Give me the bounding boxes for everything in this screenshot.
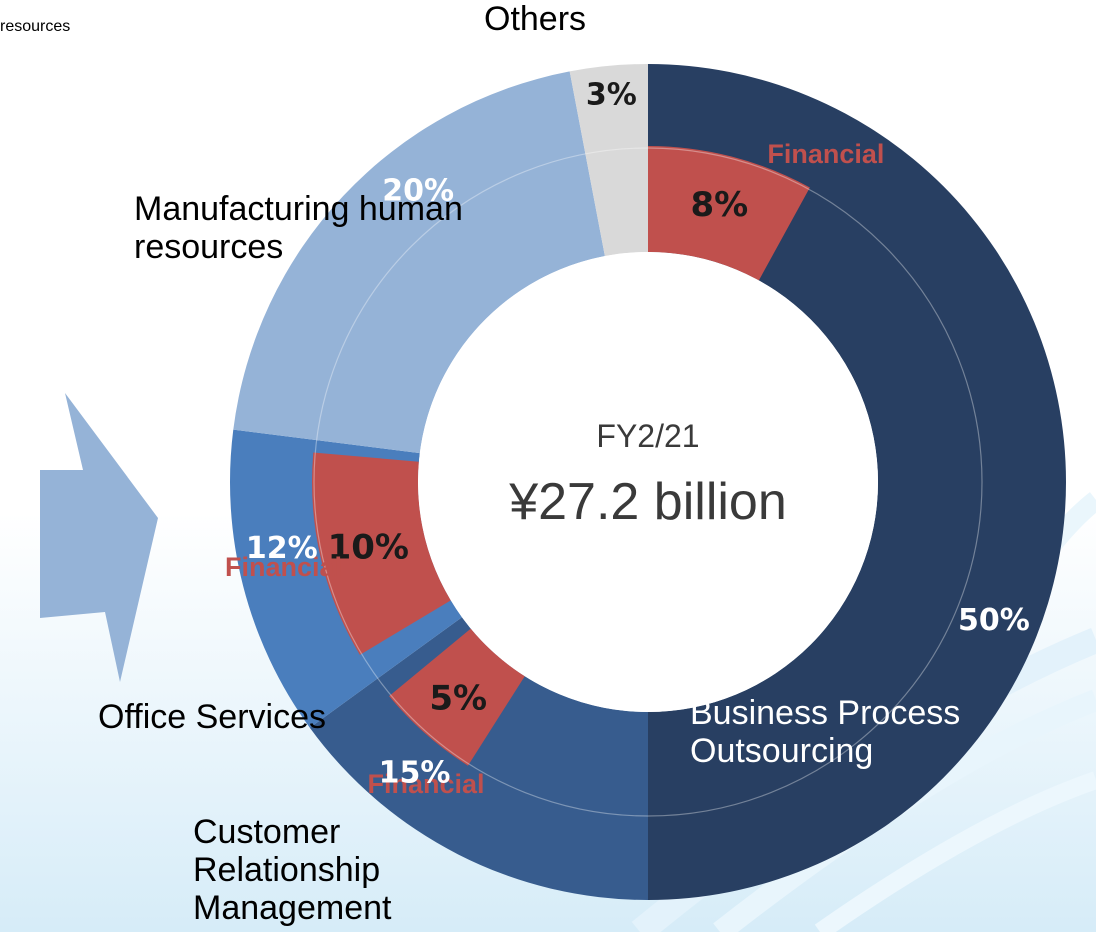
category-label-line: Relationship [193, 851, 381, 890]
segment-value-label: 3% [586, 78, 637, 113]
donut-segment-crm [309, 617, 648, 900]
category-label-office-services: Office Services [98, 698, 326, 736]
financial-segment-crm [389, 628, 525, 766]
category-label-manufacturing: Manufacturing human resources [134, 190, 463, 266]
donut-center-hole [418, 252, 878, 712]
financial-category-label: Financial [225, 552, 342, 582]
category-label-line: Office Services [98, 698, 327, 736]
category-label-line: Manufacturing human [134, 190, 463, 228]
donut-segment-manufacturing [233, 71, 605, 454]
category-label-line: Business Process [690, 694, 961, 732]
guide-ring [313, 147, 983, 817]
financial-value-label: 8% [691, 185, 749, 225]
financial-category-label: Financial [767, 139, 884, 169]
center-period: FY2/21 [596, 418, 700, 454]
category-label-crm: Customer Relationship Management [193, 813, 391, 927]
financial-value-label: 10% [328, 527, 409, 567]
segment-value-label: 12% [246, 531, 318, 566]
segment-value-label: 50% [958, 603, 1030, 638]
category-label-line: Others [484, 0, 587, 38]
corner-note: resources [0, 18, 71, 35]
center-total: ¥27.2 billion [509, 473, 787, 531]
financial-category-label: Financial [368, 769, 485, 799]
category-label-others: Others [484, 0, 586, 38]
segment-value-label: 20% [382, 174, 454, 209]
category-label-bpo: Business Process Outsourcing [690, 694, 960, 770]
pointer-arrow-shape [40, 393, 158, 682]
category-label-line: Outsourcing [690, 732, 874, 771]
donut-segment-others [569, 64, 648, 257]
segment-value-label: 15% [379, 756, 451, 791]
financial-value-label: 5% [429, 678, 487, 718]
financial-segment-bpo [648, 146, 810, 281]
category-label-line: Management [193, 889, 392, 928]
category-label-line: Customer [193, 813, 341, 851]
category-label-line: resources [134, 228, 284, 267]
financial-segment-office-services [312, 452, 451, 655]
